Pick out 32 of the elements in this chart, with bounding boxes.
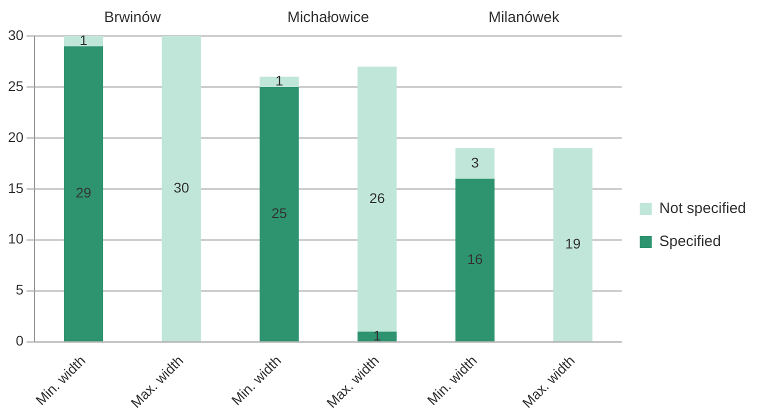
text: Milanówek (488, 9, 560, 26)
data-label: 29 (76, 184, 92, 201)
bar (553, 148, 592, 342)
data-label: 30 (174, 180, 190, 196)
bar (64, 36, 104, 46)
text: Brwinów (104, 9, 161, 26)
bar (358, 332, 397, 342)
bar (455, 178, 495, 342)
data-label: 19 (565, 236, 581, 252)
data-label: 3 (471, 154, 480, 170)
data-label: 1 (275, 72, 284, 89)
data-label: 26 (369, 190, 386, 206)
y-tick-label: 0 (16, 332, 24, 349)
bar (455, 148, 495, 179)
data-label: 25 (271, 204, 288, 221)
text: Michałowice (287, 9, 370, 26)
bar (162, 36, 201, 342)
y-tick-label: 30 (8, 26, 24, 43)
y-tick-label: 20 (8, 128, 24, 145)
bar (260, 86, 299, 342)
bar (358, 66, 397, 332)
bar (64, 46, 104, 342)
legend-label: Specified (659, 233, 722, 250)
data-label: 1 (373, 327, 382, 344)
y-tick-label: 25 (8, 78, 24, 94)
y-tick-label: 5 (16, 282, 24, 298)
bar (260, 76, 299, 87)
y-tick-label: 10 (8, 230, 24, 247)
data-label: 1 (80, 32, 88, 48)
data-label: 16 (467, 250, 483, 267)
legend-label: Not specified (659, 200, 746, 218)
y-tick-label: 15 (8, 180, 24, 196)
